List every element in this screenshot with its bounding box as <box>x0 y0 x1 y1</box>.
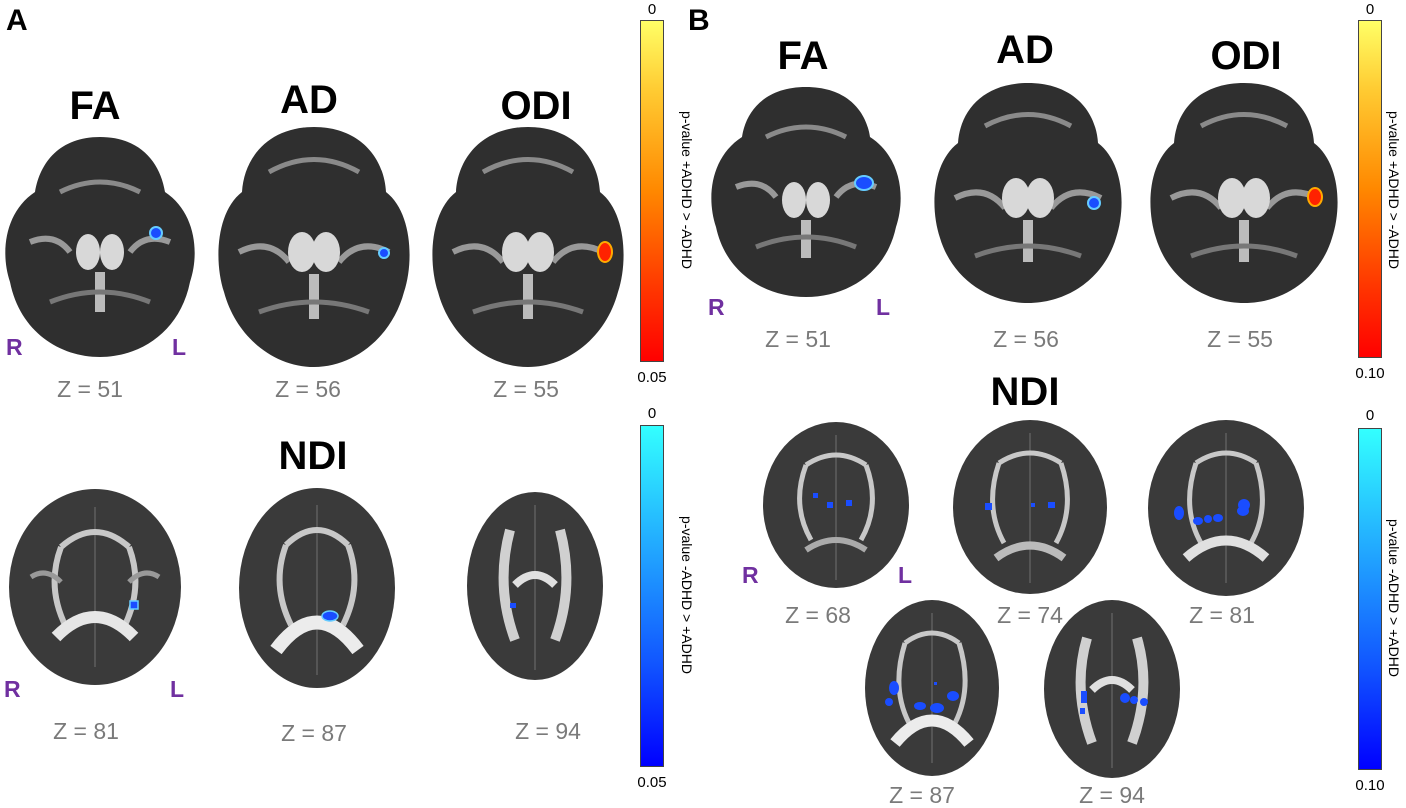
panel-b-cool-cbar-bottom: 0.10 <box>1355 777 1385 794</box>
panel-a-cool-colorbar <box>640 425 664 767</box>
panel-a-z-ad: Z = 56 <box>275 376 341 402</box>
panel-b-letter: B <box>688 4 710 37</box>
panel-a-metric-odi: ODI <box>500 84 572 128</box>
panel-a-ndi87-cluster <box>321 610 339 622</box>
panel-a-metric-ad: AD <box>280 78 338 122</box>
panel-b-z-81: Z = 81 <box>1189 602 1255 628</box>
panel-b-z-74: Z = 74 <box>997 602 1063 628</box>
panel-b-warm-cbar-top: 0 <box>1365 1 1375 18</box>
panel-a-bottom-right-label: R <box>4 676 21 702</box>
panel-a-brain-ndi-87 <box>239 488 395 688</box>
panel-a-fa-cluster <box>149 226 163 240</box>
panel-a-z-87: Z = 87 <box>281 720 347 746</box>
panel-a-z-odi: Z = 55 <box>493 376 559 402</box>
panel-b-warm-colorbar <box>1358 20 1382 358</box>
panel-b-brain-ndi-68 <box>763 422 909 588</box>
panel-a-warm-colorbar <box>640 20 664 362</box>
panel-a-top-left-label: L <box>172 334 187 360</box>
panel-b-brain-fa <box>711 87 901 297</box>
panel-b-z-ad: Z = 56 <box>993 326 1059 352</box>
panel-b-z-fa: Z = 51 <box>765 326 831 352</box>
panel-b-ndi-title: NDI <box>990 370 1060 414</box>
panel-b-brain-ndi-81 <box>1148 420 1304 596</box>
panel-b-cool-cbar-top: 0 <box>1365 407 1375 424</box>
panel-b-metric-odi: ODI <box>1210 34 1282 78</box>
panel-a-letter: A <box>6 4 28 37</box>
panel-b-z-87: Z = 87 <box>889 782 955 808</box>
panel-a-brain-ndi-81 <box>9 489 181 685</box>
panel-a-cool-cbar-bottom: 0.05 <box>637 774 667 791</box>
panel-a-ndi94-cluster <box>510 603 516 608</box>
panel-a-brain-ndi-94 <box>467 492 603 680</box>
panel-b-ndi-left-label: L <box>898 562 913 588</box>
panel-b-brain-odi <box>1150 83 1338 303</box>
panel-a-odi-cluster <box>597 241 613 263</box>
panel-b-warm-cbar-title: p-value +ADHD > -ADHD <box>1386 111 1402 269</box>
panel-a-ndi81-cluster <box>129 600 139 610</box>
panel-a-bottom-left-label: L <box>170 676 185 702</box>
panel-a-z-94: Z = 94 <box>515 718 581 744</box>
panel-b-cool-cbar-title: p-value -ADHD > +ADHD <box>1386 519 1402 677</box>
panel-b-brain-ad <box>934 83 1122 303</box>
panel-a-z-81: Z = 81 <box>53 718 119 744</box>
panel-a-warm-cbar-top: 0 <box>647 1 657 18</box>
panel-b-metric-ad: AD <box>996 28 1054 72</box>
panel-a-warm-cbar-title: p-value +ADHD > -ADHD <box>679 111 695 269</box>
panel-b-z-odi: Z = 55 <box>1207 326 1273 352</box>
panel-a-warm-cbar-bottom: 0.05 <box>637 369 667 386</box>
panel-a-cool-cbar-title: p-value -ADHD > +ADHD <box>679 516 695 674</box>
panel-b-z-94: Z = 94 <box>1079 782 1145 808</box>
panel-b-warm-cbar-bottom: 0.10 <box>1355 365 1385 382</box>
panel-b-metric-fa: FA <box>777 34 829 78</box>
panel-b-brain-ndi-74 <box>953 420 1107 594</box>
panel-b-z-68: Z = 68 <box>785 602 851 628</box>
panel-a-brain-ad <box>218 127 410 367</box>
panel-a-z-fa: Z = 51 <box>57 376 123 402</box>
panel-a-brain-odi <box>432 127 624 367</box>
panel-a-metric-fa: FA <box>69 84 121 128</box>
panel-b-ndi-right-label: R <box>742 562 759 588</box>
panel-b-top-right-label: R <box>708 294 725 320</box>
panel-b-fa-cluster <box>854 175 874 191</box>
panel-a-ad-cluster <box>378 247 390 259</box>
panel-b-brain-ndi-87 <box>865 600 999 776</box>
panel-b-cool-colorbar <box>1358 428 1382 770</box>
panel-b-odi-cluster <box>1307 187 1323 207</box>
panel-b-brain-ndi-94 <box>1044 600 1180 778</box>
panel-a-ndi-title: NDI <box>278 434 348 478</box>
panel-a-brain-fa <box>5 137 195 357</box>
panel-b-top-left-label: L <box>876 294 891 320</box>
panel-b-ad-cluster <box>1087 196 1101 210</box>
panel-a-cool-cbar-top: 0 <box>647 405 657 422</box>
panel-a-top-right-label: R <box>6 334 23 360</box>
